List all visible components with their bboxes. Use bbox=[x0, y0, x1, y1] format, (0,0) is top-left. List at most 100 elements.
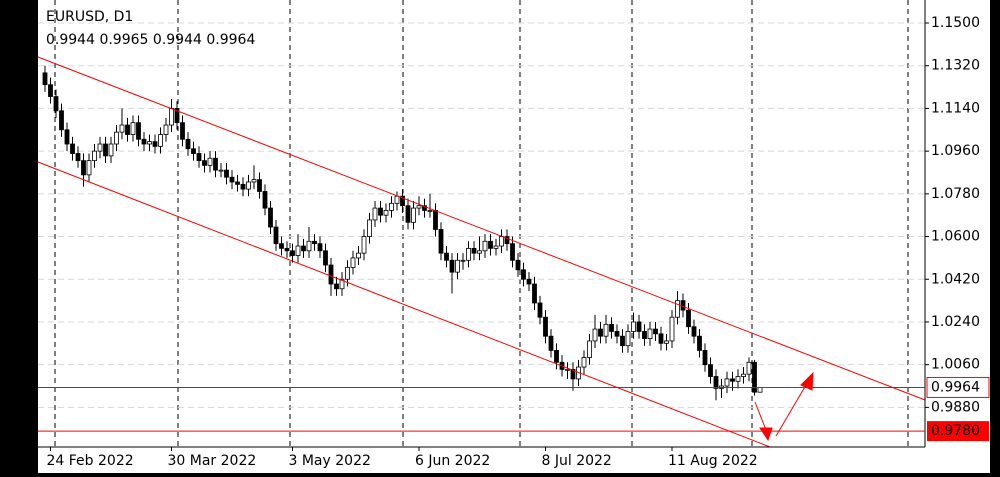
candle-body bbox=[75, 153, 81, 162]
candle-body bbox=[499, 236, 504, 247]
candle-body bbox=[735, 376, 741, 382]
candle-body bbox=[361, 236, 367, 254]
candle-body bbox=[317, 243, 323, 252]
candle-body bbox=[262, 191, 268, 209]
y-tick-label: 1.1140 bbox=[931, 100, 980, 116]
candle-body bbox=[158, 134, 163, 147]
candle-body bbox=[537, 302, 543, 318]
candle-body bbox=[284, 248, 290, 252]
candle-body bbox=[603, 323, 609, 337]
candle-body bbox=[466, 248, 471, 261]
x-tick-label: 30 Mar 2022 bbox=[168, 453, 257, 469]
x-tick-label: 8 Jul 2022 bbox=[542, 453, 612, 469]
candle-body bbox=[141, 138, 147, 145]
candle-body bbox=[196, 153, 202, 162]
candle-body bbox=[554, 350, 559, 363]
candle-body bbox=[625, 331, 631, 347]
candle-body bbox=[724, 378, 730, 387]
candle-body bbox=[752, 361, 757, 393]
candle-body bbox=[455, 259, 460, 273]
candle-body bbox=[169, 108, 174, 126]
candle-body bbox=[526, 278, 532, 285]
candle-body bbox=[372, 207, 378, 221]
candle-body bbox=[350, 257, 356, 268]
candle-body bbox=[290, 250, 295, 256]
candle-body bbox=[521, 269, 526, 280]
candle-body bbox=[257, 179, 262, 192]
y-tick-label: 0.9880 bbox=[931, 399, 980, 415]
candle-body bbox=[400, 195, 405, 207]
candle-body bbox=[240, 183, 246, 190]
plot bbox=[38, 22, 925, 408]
candle-body bbox=[59, 110, 64, 131]
candle-body bbox=[548, 335, 554, 351]
candle-body bbox=[312, 240, 317, 245]
candle-body bbox=[708, 364, 713, 377]
candle-body bbox=[218, 169, 224, 172]
candle-body bbox=[279, 243, 284, 249]
candle-body bbox=[702, 350, 708, 366]
candle-body bbox=[647, 328, 653, 339]
ohlc-readout: 0.9944 0.9965 0.9944 0.9964 bbox=[46, 32, 255, 48]
x-tick-label: 6 Jun 2022 bbox=[415, 453, 490, 469]
y-tick-label: 1.0240 bbox=[931, 314, 980, 330]
level-label-box bbox=[927, 421, 989, 442]
candle-body bbox=[108, 143, 114, 157]
candle-body bbox=[180, 122, 185, 140]
candle-body bbox=[136, 122, 141, 140]
candle-body bbox=[152, 141, 158, 147]
candle-body bbox=[416, 205, 422, 209]
candle-body bbox=[631, 321, 636, 332]
candle-body bbox=[356, 252, 361, 259]
bid-label: 0.9964 bbox=[931, 379, 980, 395]
candle-body bbox=[636, 321, 642, 332]
candle-body bbox=[130, 122, 136, 135]
x-tick-label: 24 Feb 2022 bbox=[47, 453, 134, 469]
candle-body bbox=[746, 361, 752, 375]
candle-body bbox=[609, 323, 614, 332]
candle-body bbox=[444, 252, 449, 261]
candle-body bbox=[64, 129, 70, 145]
candle-body bbox=[598, 328, 603, 337]
candle-body bbox=[504, 236, 510, 245]
candle-body bbox=[103, 143, 108, 157]
candle-body bbox=[224, 169, 229, 178]
arrow-up bbox=[775, 384, 807, 437]
candle-body bbox=[664, 340, 669, 344]
candle-body bbox=[229, 176, 235, 183]
level-label: 0.9780 bbox=[931, 423, 980, 439]
candle-body bbox=[295, 245, 301, 256]
arrow-down bbox=[754, 401, 767, 431]
candle-body bbox=[48, 84, 53, 97]
x-tick-label: 3 May 2022 bbox=[289, 453, 371, 469]
candle-body bbox=[394, 195, 400, 204]
candle-body bbox=[213, 157, 218, 171]
candle-body bbox=[389, 202, 394, 211]
y-tick-label: 1.0060 bbox=[931, 357, 980, 373]
candle-body bbox=[174, 108, 180, 124]
candle-body bbox=[482, 240, 488, 252]
y-tick-label: 1.0960 bbox=[931, 143, 980, 159]
channel-upper bbox=[37, 56, 926, 401]
candle-body bbox=[70, 143, 75, 154]
high-value: 0.9965 bbox=[99, 32, 148, 48]
candle-body bbox=[510, 243, 515, 261]
candle-body bbox=[488, 240, 493, 249]
candle-body bbox=[675, 300, 680, 318]
candle-body bbox=[620, 335, 625, 347]
candle-body bbox=[570, 369, 576, 380]
candle-body bbox=[532, 283, 537, 304]
candle-body bbox=[427, 210, 433, 212]
candle-body bbox=[114, 131, 119, 145]
candle-body bbox=[686, 309, 691, 328]
candle-body bbox=[697, 335, 702, 351]
close-value: 0.9964 bbox=[206, 32, 255, 48]
candle-body bbox=[658, 333, 664, 344]
open-value: 0.9944 bbox=[46, 32, 95, 48]
candle-body bbox=[301, 245, 306, 252]
candle-body bbox=[42, 72, 48, 86]
y-tick-label: 1.0420 bbox=[931, 271, 980, 287]
candle-body bbox=[449, 259, 455, 273]
candle-body bbox=[378, 207, 383, 216]
low-value: 0.9944 bbox=[153, 32, 202, 48]
